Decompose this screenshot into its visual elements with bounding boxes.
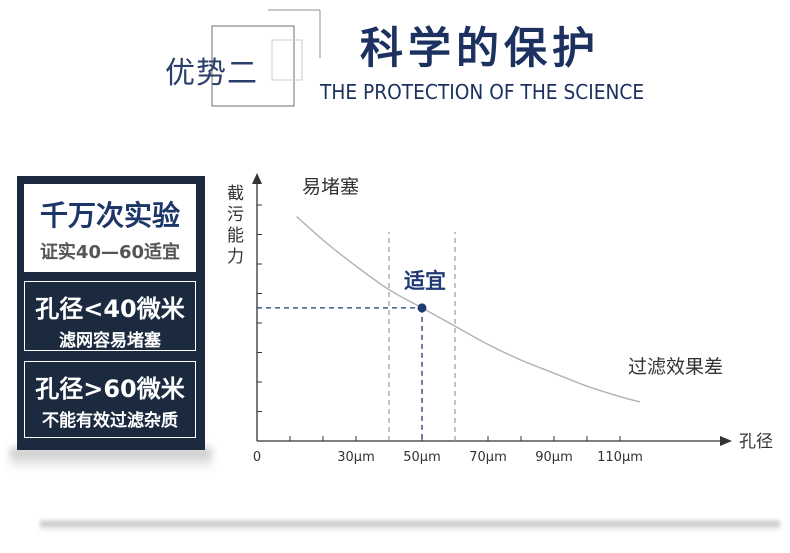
y-axis-label-char: 力: [227, 247, 244, 267]
info-box-title: 千万次实验: [39, 199, 180, 232]
info-box-text: 证实40—60适宜: [39, 242, 181, 263]
info-box-text: 滤网容易堵塞: [59, 331, 161, 351]
y-axis-label-char: 污: [227, 205, 244, 225]
y-axis-arrow: [252, 173, 262, 184]
advantage-badge: 优势二: [165, 56, 258, 91]
x-tick-label: 0: [253, 450, 261, 465]
info-box-small-pore: 孔径<40微米 滤网容易堵塞: [24, 281, 196, 351]
info-box-title: 孔径>60微米: [35, 375, 185, 403]
chart-axes: [252, 173, 732, 446]
panel-shadow: [10, 448, 212, 470]
info-box-experiments: 千万次实验 证实40—60适宜: [24, 184, 196, 272]
page-title: 科学的保护: [360, 24, 600, 74]
y-axis-label-char: 截: [227, 184, 244, 204]
badge-frame-inner-accent: [271, 39, 303, 81]
info-panel: 千万次实验 证实40—60适宜 孔径<40微米 滤网容易堵塞 孔径>60微米 不…: [17, 176, 205, 450]
suitable-point-guides: [257, 307, 423, 441]
capacity-curve: [296, 215, 640, 403]
suitable-point-label: 适宜: [404, 269, 446, 293]
info-box-text: 不能有效过滤杂质: [42, 411, 178, 431]
header-frame-decoration: [211, 9, 321, 107]
x-tick-label: 50μm: [403, 450, 440, 465]
poor-filter-annotation: 过滤效果差: [628, 356, 723, 378]
x-tick-label: 70μm: [469, 450, 506, 465]
x-ticks: 0 30μm 50μm 70μm 90μm 110μm: [253, 436, 643, 465]
x-tick-label: 30μm: [337, 450, 374, 465]
suitable-point: [417, 303, 427, 313]
suitable-range-lines: [388, 232, 456, 441]
x-tick-label: 90μm: [535, 450, 572, 465]
x-tick-label: 110μm: [597, 450, 643, 465]
x-axis-label: 孔径: [739, 432, 773, 452]
y-ticks: [257, 204, 262, 412]
bottom-shadow-bar: [40, 521, 780, 531]
info-box-title: 孔径<40微米: [35, 295, 185, 323]
x-axis-arrow: [720, 436, 732, 446]
clog-annotation: 易堵塞: [302, 176, 359, 198]
badge-frame: [211, 25, 295, 107]
page-subtitle: THE PROTECTION OF THE SCIENCE: [320, 80, 645, 104]
info-box-large-pore: 孔径>60微米 不能有效过滤杂质: [24, 361, 196, 438]
y-axis-label-char: 能: [227, 226, 244, 246]
